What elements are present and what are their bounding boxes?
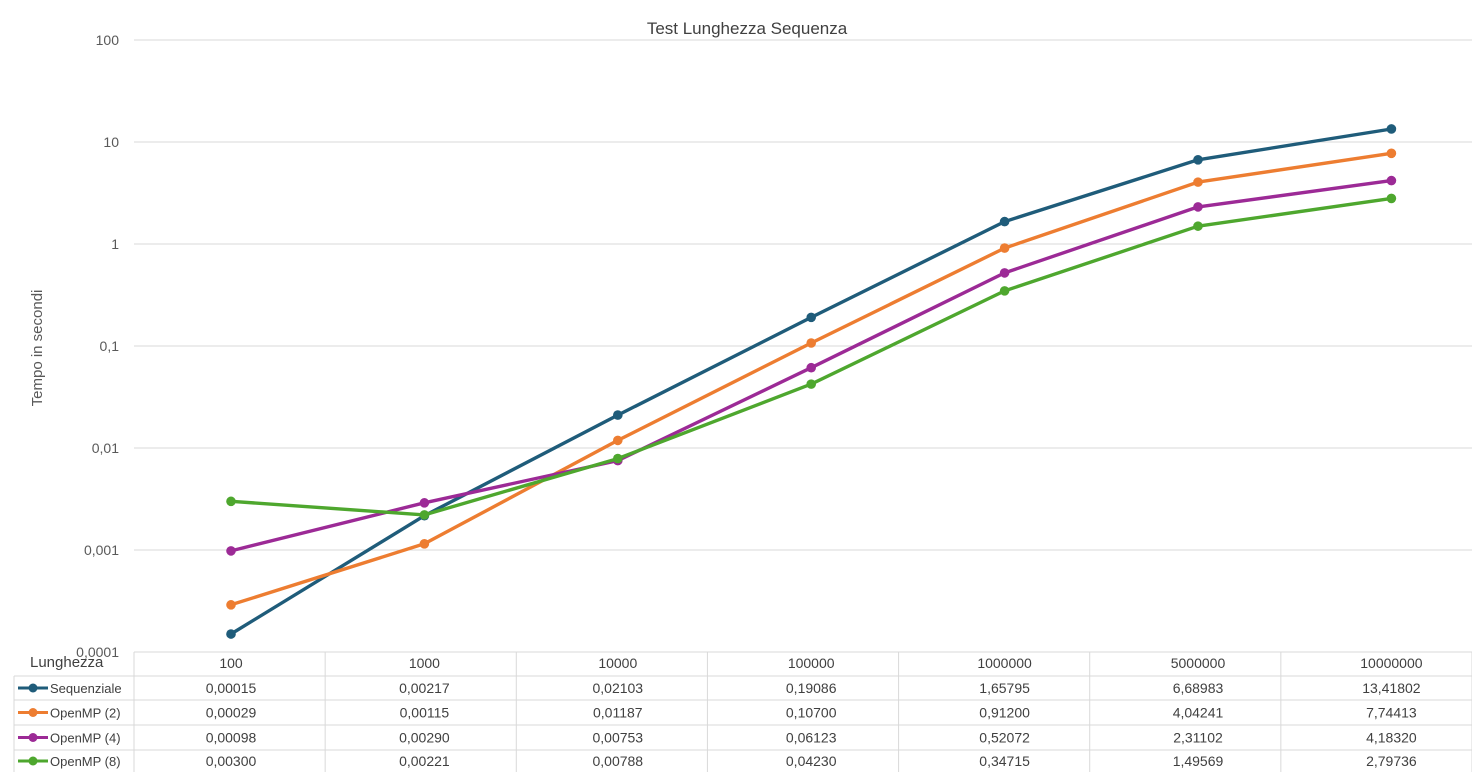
table-cell: 4,18320 [1366, 730, 1417, 746]
y-tick-label: 0,01 [92, 440, 119, 456]
legend-marker [28, 683, 38, 693]
series-line [229, 196, 1394, 517]
data-point [613, 435, 623, 446]
data-point [999, 243, 1010, 253]
data-point [1193, 155, 1203, 165]
y-tick-label: 1 [111, 236, 119, 252]
table-cell: 2,31102 [1173, 730, 1223, 746]
y-tick-label: 100 [96, 32, 120, 48]
legend-key [18, 756, 48, 766]
legend-key [18, 683, 48, 693]
table-cell: 7,74413 [1366, 705, 1417, 721]
data-point [226, 496, 236, 507]
series-line [229, 151, 1394, 607]
data-point [419, 510, 430, 520]
legend-label: OpenMP (4) [50, 731, 121, 746]
table-cell: 0,00300 [206, 753, 257, 769]
y-tick-label: 0,1 [100, 338, 120, 354]
x-tick-label: 1000 [409, 655, 440, 671]
legend-marker [28, 756, 38, 766]
data-point [419, 539, 430, 549]
x-tick-label: 10000000 [1360, 655, 1423, 671]
data-point [999, 286, 1010, 296]
table-cell: 0,00788 [592, 753, 643, 769]
data-point [806, 379, 816, 389]
table-cell: 6,68983 [1173, 680, 1224, 696]
legend-marker [28, 708, 38, 717]
legend-label: OpenMP (8) [50, 754, 121, 769]
table-cell: 4,04241 [1173, 705, 1224, 721]
data-point [226, 629, 236, 639]
legend-key [18, 733, 48, 742]
data-point [226, 546, 236, 556]
table-cell: 0,01187 [593, 705, 643, 721]
x-tick-label: 100 [219, 655, 243, 671]
table-cell: 0,04230 [786, 753, 837, 769]
data-point [806, 338, 816, 348]
data-point [613, 410, 623, 420]
table-cell: 13,41802 [1362, 680, 1421, 696]
table-cell: 0,52072 [979, 730, 1030, 746]
data-point [226, 600, 236, 610]
data-point [1193, 177, 1203, 187]
table-cell: 0,00217 [399, 680, 450, 696]
table-cell: 0,19086 [786, 680, 837, 696]
table-cell: 1,65795 [979, 680, 1030, 696]
data-point [999, 216, 1010, 227]
y-axis-label: Tempo in secondi [29, 290, 46, 407]
chart-title: Test Lunghezza Sequenza [647, 19, 848, 38]
table-cell: 0,06123 [786, 730, 837, 746]
x-tick-label: 1000000 [977, 655, 1032, 671]
table-cell: 0,91200 [979, 705, 1030, 721]
legend-key [18, 708, 48, 717]
series-layer [226, 124, 1397, 639]
legend-label: Sequenziale [50, 681, 122, 696]
table-header-label: Lunghezza [30, 654, 104, 671]
legend-marker [28, 733, 38, 742]
y-axis-ticks: 100 10 1 0,1 0,01 0,001 0,0001 [76, 32, 119, 660]
data-point [1386, 193, 1397, 204]
table-cell: 0,00029 [206, 705, 257, 721]
table-cell: 0,00098 [206, 730, 257, 746]
data-point [1193, 202, 1203, 212]
data-point [1386, 148, 1397, 159]
data-point [806, 362, 816, 373]
table-cell: 0,34715 [979, 753, 1030, 769]
table-cell: 0,02103 [592, 680, 643, 696]
data-point [806, 312, 816, 323]
table-cell: 2,79736 [1366, 753, 1417, 769]
data-point [419, 498, 430, 508]
table-cell: 0,00221 [399, 753, 450, 769]
data-point [1386, 124, 1397, 134]
x-tick-label: 10000 [598, 655, 637, 671]
legend-label: OpenMP (2) [50, 706, 121, 721]
table-cell: 0,10700 [786, 705, 837, 721]
table-cell: 0,00015 [206, 680, 257, 696]
data-point [999, 268, 1010, 278]
table-cell: 1,49569 [1173, 753, 1224, 769]
y-tick-label: 10 [103, 134, 119, 150]
table-cell: 0,00115 [400, 705, 450, 721]
table-cell: 0,00753 [592, 730, 643, 746]
y-tick-label: 0,001 [84, 542, 119, 558]
y-tick-label: 0,0001 [76, 644, 119, 660]
table-cell: 0,00290 [399, 730, 450, 746]
data-point [1386, 175, 1397, 186]
data-point [613, 453, 623, 464]
gridlines [134, 39, 1472, 551]
x-tick-label: 5000000 [1171, 655, 1226, 671]
data-point [1193, 221, 1203, 231]
x-tick-label: 100000 [788, 655, 835, 671]
data-table: Lunghezza 100 1000 10000 100000 1000000 500000… [13, 651, 1472, 772]
